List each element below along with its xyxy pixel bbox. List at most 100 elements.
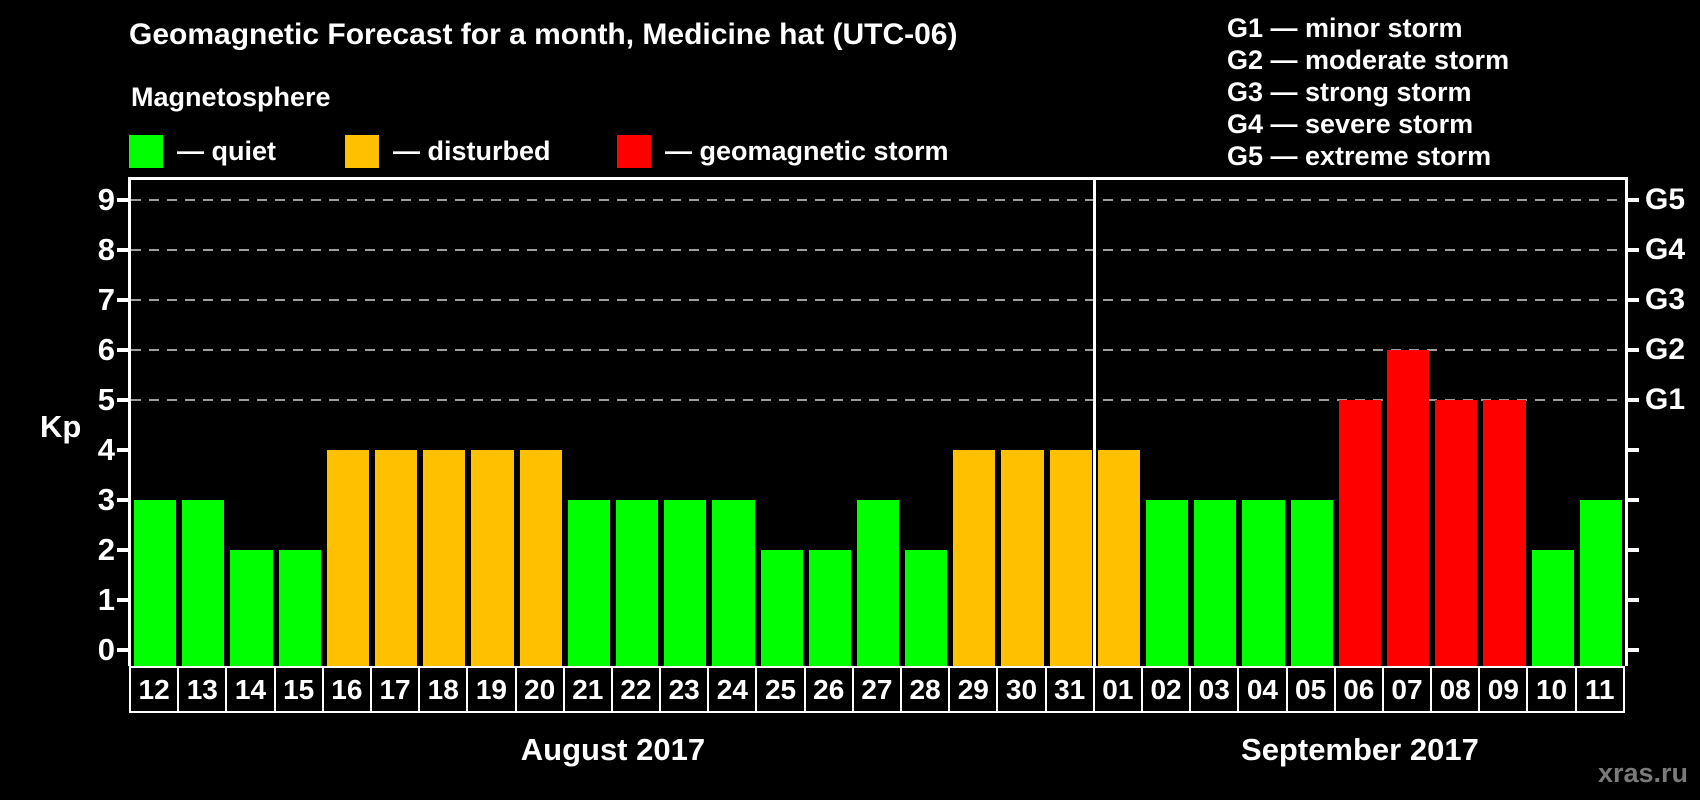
kp-bar-day-14 [230, 550, 273, 666]
right-axis-tick [1628, 248, 1639, 252]
kp-bar-day-13 [182, 500, 225, 666]
plot-area: 0 1 2 3 4 5 6 7 8 9 G1 G2 G3 G4 G5 [98, 177, 1685, 667]
watermark: xras.ru [1597, 758, 1688, 788]
day-label-10: 10 [1526, 666, 1577, 713]
right-axis-tick [1628, 348, 1639, 352]
kp-bar-day-06 [1338, 400, 1382, 666]
day-label-11: 11 [1574, 666, 1625, 713]
g-scale-legend-line: G1 — minor storm [1227, 13, 1463, 43]
right-axis-tick [1628, 498, 1639, 502]
day-label-18: 18 [418, 666, 469, 713]
kp-bar-day-30 [1001, 450, 1044, 666]
y-tick-label: 4 [97, 432, 115, 467]
kp-bar-day-11 [1579, 500, 1622, 666]
kp-bar-day-16 [326, 450, 369, 666]
right-axis-tick [1628, 598, 1639, 602]
x-axis-day-labels: 12 13 14 15 16 17 18 19 20 21 22 23 24 25 26 27 28 29 30 31… [129, 666, 1625, 713]
y-axis-label: Kp [40, 409, 82, 444]
kp-bar-day-04 [1242, 500, 1285, 666]
day-label-24: 24 [707, 666, 758, 713]
y-axis-tick [117, 598, 128, 602]
right-axis-tick [1628, 398, 1639, 402]
day-label-25: 25 [755, 666, 806, 713]
day-label-27: 27 [851, 666, 902, 713]
day-label-17: 17 [369, 666, 421, 713]
right-axis-tick [1628, 448, 1639, 452]
month-label-september: September 2017 [1241, 732, 1479, 767]
day-label-26: 26 [803, 666, 854, 713]
gridline-kp6 [131, 349, 1625, 351]
day-label-28: 28 [900, 666, 951, 713]
day-label-03: 03 [1189, 666, 1240, 713]
day-label-31: 31 [1044, 666, 1095, 713]
legend-item-storm: — geomagnetic storm [617, 134, 949, 168]
g-scale-legend-line: G5 — extreme storm [1227, 141, 1492, 171]
gridline-kp7 [131, 299, 1625, 301]
gridline-kp5 [131, 399, 1625, 401]
kp-bar-day-19 [471, 450, 514, 666]
kp-bar-day-12 [134, 500, 177, 666]
right-axis-tick [1628, 198, 1639, 202]
kp-bar-day-28 [905, 550, 948, 666]
g-scale-legend-line: G4 — severe storm [1227, 109, 1474, 139]
kp-bar-day-09 [1483, 400, 1526, 666]
right-axis-tick [1628, 298, 1639, 302]
day-label-08: 08 [1430, 666, 1481, 713]
kp-bar-day-10 [1531, 550, 1574, 666]
y-axis-tick [117, 448, 128, 452]
kp-bar-day-02 [1146, 500, 1189, 666]
kp-bar-day-17 [374, 450, 418, 666]
day-label-29: 29 [948, 666, 999, 713]
kp-bar-day-22 [615, 500, 659, 666]
y-axis-tick [117, 198, 128, 202]
day-label-09: 09 [1478, 666, 1529, 713]
legend-swatch-storm [617, 134, 651, 168]
legend-swatch-disturbed [345, 134, 379, 168]
kp-bar-day-27 [856, 500, 900, 666]
g-scale-legend: G1 — minor storm G2 — moderate storm G3 — … [1227, 12, 1509, 172]
g-level-label: G1 [1645, 383, 1686, 416]
day-label-07: 07 [1381, 666, 1433, 713]
g-scale-legend-line: G2 — moderate storm [1227, 45, 1510, 75]
g-scale-legend-line: G3 — strong storm [1227, 77, 1472, 107]
y-tick-label: 7 [97, 282, 115, 317]
legend-label: — disturbed [393, 135, 551, 166]
y-axis-tick [117, 498, 128, 502]
day-label-21: 21 [562, 666, 613, 713]
day-label-19: 19 [466, 666, 517, 713]
kp-bar-day-08 [1435, 400, 1478, 666]
g-level-label: G4 [1645, 233, 1686, 266]
day-label-01: 01 [1092, 666, 1143, 713]
day-label-22: 22 [610, 666, 662, 713]
month-label-august: August 2017 [520, 732, 706, 767]
kp-bar-day-05 [1290, 500, 1333, 666]
g-level-label: G2 [1645, 333, 1686, 366]
day-label-06: 06 [1333, 666, 1384, 713]
day-label-20: 20 [514, 666, 565, 713]
y-axis-tick [117, 248, 128, 252]
y-axis-tick [117, 648, 128, 652]
y-tick-label: 0 [97, 632, 115, 667]
day-label-23: 23 [659, 666, 710, 713]
y-tick-label: 1 [97, 582, 115, 617]
gridline-kp8 [131, 249, 1625, 251]
legend-item-disturbed: — disturbed [345, 134, 551, 168]
g-level-label: G5 [1645, 183, 1686, 216]
y-tick-label: 2 [97, 532, 115, 567]
kp-bar-day-21 [567, 500, 610, 666]
chart-title: Geomagnetic Forecast for a month, Medici… [129, 18, 958, 51]
y-tick-label: 6 [97, 332, 115, 367]
legend-item-quiet: — quiet [129, 134, 276, 168]
kp-bar-day-24 [712, 500, 755, 666]
y-axis-tick [117, 298, 128, 302]
kp-bar-day-18 [423, 450, 466, 666]
kp-bar-day-25 [760, 550, 803, 666]
legend-label: — quiet [177, 135, 276, 166]
day-label-04: 04 [1237, 666, 1288, 713]
y-tick-label: 8 [97, 232, 115, 267]
right-axis-tick [1628, 548, 1639, 552]
kp-bar-day-07 [1387, 350, 1430, 666]
kp-bar-day-01 [1097, 450, 1141, 666]
day-label-15: 15 [273, 666, 324, 713]
